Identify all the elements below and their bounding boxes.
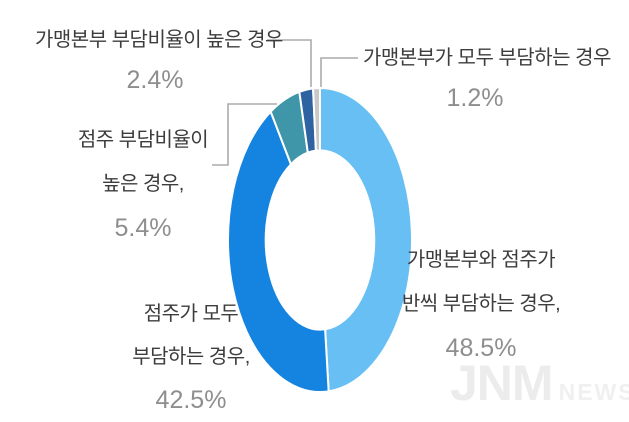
callout-label-line: 가맹본부가 모두 부담하는 경우 [363,47,611,69]
jnm-news-watermark: JNM NEWS [450,358,629,408]
leader-line-1 [267,39,312,87]
leader-line-3 [212,103,277,166]
callout-value: 42.5% [155,386,227,414]
leader-line-2 [320,57,358,87]
callout-label-line: 부담하는 경우, [132,346,250,368]
callout-label-line: 점주가 모두 [143,303,239,325]
donut-slice-1 [319,87,414,393]
watermark-suffix-text: NEWS [558,379,629,405]
callout-franchisor-higher-ratio: 가맹본부 부담비율이 높은 경우 2.4% [35,20,283,100]
callout-label-line: 가맹본부 부담비율이 높은 경우 [35,29,283,51]
callout-value: 48.5% [445,334,517,362]
callout-franchisor-pays-all: 가맹본부가 모두 부담하는 경우 1.2% [363,38,611,118]
donut-slice-2 [226,110,330,393]
watermark-brand-text: JNM [450,355,554,411]
callout-value: 1.2% [446,84,504,112]
callout-label-line: 가맹본부와 점주가 [406,249,556,271]
callout-label-line: 반씩 부담하는 경우, [401,293,561,315]
callout-value: 5.4% [114,214,172,242]
donut-slice-5 [312,86,321,152]
callout-value: 2.4% [126,66,184,94]
callout-label-line: 높은 경우, [102,173,184,195]
callout-label-line: 점주 부담비율이 [77,129,209,151]
